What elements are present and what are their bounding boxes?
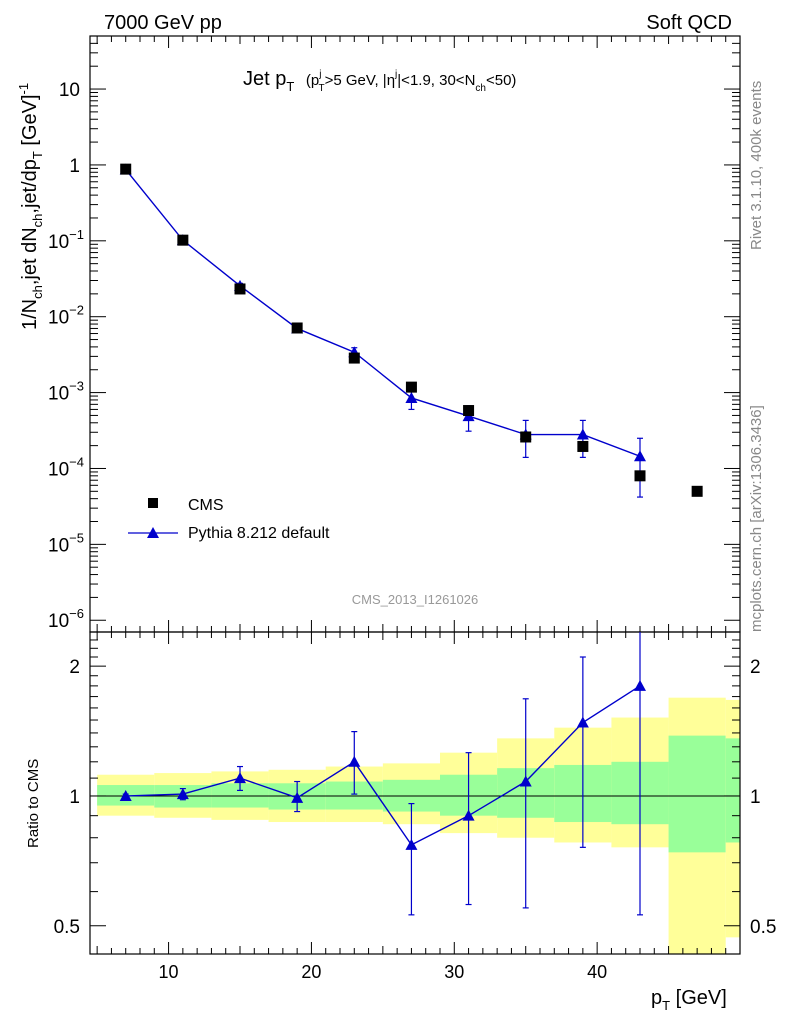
ratio-y-tick-label-right: 2: [750, 657, 761, 678]
header-left: 7000 GeV pp: [104, 12, 222, 34]
main-cms-point: [463, 405, 475, 417]
legend-mc-marker: [147, 527, 159, 538]
ratio-uncertainty-bands: [97, 697, 740, 954]
title-cut-j: j: [318, 69, 321, 80]
main-plot-frame: [89, 35, 741, 633]
x-axis-label: pT [GeV]: [651, 987, 727, 1013]
main-cms-point: [520, 431, 532, 443]
main-cms-point: [177, 234, 189, 246]
main-y-tick-labels: 10−6 10−5 10−4 10−3 10−2 10−1 1 10: [48, 80, 84, 632]
ratio-mc-point: [405, 838, 418, 850]
main-y-tick-label: 10−3: [48, 379, 84, 405]
ratio-mc-point: [234, 772, 246, 784]
ratio-y-tick-label: 0.5: [54, 917, 80, 938]
main-mc-point: [405, 391, 418, 403]
title-cut-ch: ch: [475, 83, 486, 94]
legend-cms-marker: [148, 498, 158, 508]
title-cuts4: <50): [486, 72, 516, 89]
main-cms-point: [291, 322, 303, 334]
main-y-tick-label: 10−4: [48, 454, 84, 480]
title-cut-j2: j: [394, 69, 397, 80]
ratio-y-tick-label-right: 1: [750, 787, 761, 808]
ratio-mc-series: [119, 632, 646, 916]
ratio-band-inner: [725, 738, 740, 843]
ratio-axis-ticks: [90, 632, 740, 954]
x-tick-label: 30: [444, 962, 464, 982]
ratio-mc-point: [576, 716, 589, 728]
main-y-tick-label: 10−1: [48, 227, 84, 253]
header-right: Soft QCD: [646, 12, 732, 34]
ratio-mc-point: [176, 788, 189, 800]
ratio-mc-line: [125, 685, 641, 846]
x-tick-labels: 10 20 30 40: [159, 962, 608, 982]
main-y-tick-label: 1: [69, 156, 80, 177]
ratio-mc-point: [462, 809, 475, 821]
main-y-tick-label: 10−2: [48, 303, 84, 329]
main-cms-point: [120, 163, 132, 175]
ratio-mc-point: [119, 789, 132, 801]
main-mc-point: [576, 428, 589, 440]
main-mc-point: [634, 450, 646, 462]
legend-cms-label: CMS: [188, 497, 224, 514]
plot-title: Jet pT (pj T>5 GeV, |ηj|<1.9, 30<Nch<50): [243, 68, 516, 96]
main-y-axis-label: 1/Nch,jet dNch,jet/dpT [GeV]-1: [16, 83, 45, 330]
ratio-mc-point: [291, 791, 304, 803]
main-cms-point: [634, 470, 646, 482]
main-cms-point: [348, 352, 360, 364]
rivet-label: Rivet 3.1.10, 400k events: [748, 81, 765, 250]
legend-mc-label: Pythia 8.212 default: [188, 525, 330, 542]
ratio-y-tick-label-right: 0.5: [750, 917, 776, 938]
ratio-band-inner: [668, 735, 726, 853]
main-axis-ticks: [90, 35, 740, 632]
title-cuts: (p: [306, 72, 319, 89]
title-cuts3: |<1.9, 30<N: [397, 72, 475, 89]
title-cut-t: T: [318, 83, 324, 94]
title-cuts2: >5 GeV, |η: [325, 72, 395, 89]
analysis-watermark: CMS_2013_I1261026: [352, 592, 479, 607]
main-mc-series: [119, 163, 646, 498]
main-cms-point: [577, 440, 589, 452]
x-tick-label: 10: [159, 962, 179, 982]
main-y-tick-label: 10−5: [48, 530, 84, 556]
ratio-mc-point: [519, 775, 532, 787]
main-cms-point: [234, 283, 246, 295]
ratio-mc-point: [634, 679, 646, 691]
title-main: Jet p: [243, 68, 286, 90]
mcplots-label: mcplots.cern.ch [arXiv:1306.3436]: [748, 405, 765, 632]
main-y-tick-label: 10−6: [48, 606, 84, 632]
main-y-tick-label: 10: [59, 80, 80, 101]
ratio-y-tick-label: 2: [69, 657, 80, 678]
main-cms-point: [691, 485, 703, 497]
ratio-plot-frame: [89, 631, 741, 955]
title-sub: T: [286, 79, 294, 94]
main-cms-series: [120, 163, 703, 497]
ratio-mc-point: [348, 755, 361, 767]
ratio-y-tick-label: 1: [69, 787, 80, 808]
main-mc-line: [125, 169, 641, 457]
ratio-y-axis-label: Ratio to CMS: [25, 759, 42, 848]
x-tick-label: 40: [587, 962, 607, 982]
main-cms-point: [405, 381, 417, 393]
ratio-y-tick-labels: 0.5 0.5 1 1 2 2: [54, 657, 777, 938]
x-tick-label: 20: [301, 962, 321, 982]
